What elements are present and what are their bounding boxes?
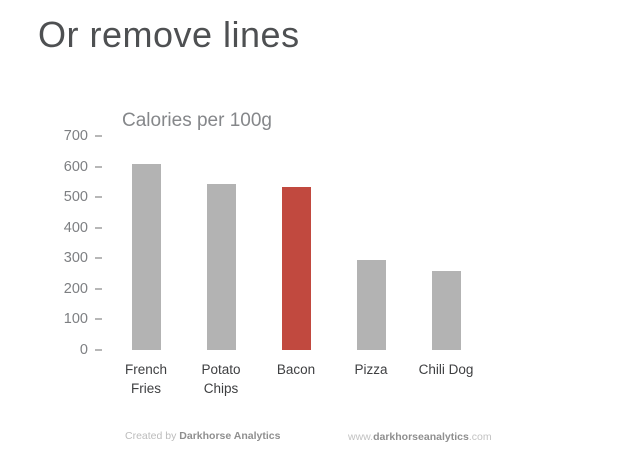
y-axis-tick-label: 500 — [63, 189, 88, 206]
y-axis-tick-mark — [95, 349, 102, 351]
y-axis-tick-label: 400 — [63, 219, 88, 236]
y-axis-tick-mark — [95, 135, 102, 137]
footer-credit-prefix: Created by — [125, 430, 180, 442]
bar-french-fries — [131, 164, 161, 350]
y-axis-tick-mark — [95, 226, 102, 229]
footer-credit-name: Darkhorse Analytics — [179, 430, 281, 442]
footer-url-suffix: .com — [468, 431, 492, 443]
y-axis-tick-mark — [95, 318, 102, 321]
y-axis-tick-label: 700 — [63, 128, 88, 144]
x-axis-category-label: Potato Chips — [201, 362, 241, 396]
x-axis-category-label: French Fries — [124, 362, 168, 396]
x-axis-category-label: Bacon — [276, 362, 316, 377]
y-axis-tick-label: 300 — [63, 250, 88, 267]
y-axis-tick-label: 100 — [63, 311, 88, 328]
footer-credit: Created by Darkhorse Analytics — [125, 430, 280, 442]
y-axis-tick-label: 0 — [79, 342, 88, 358]
y-axis-tick-mark — [95, 165, 102, 168]
bar-bacon — [281, 187, 311, 350]
bar-potato-chips — [206, 184, 236, 350]
bar-pizza — [356, 260, 386, 350]
chart-title: Calories per 100g — [122, 110, 272, 131]
footer-url-name: darkhorseanalytics — [373, 431, 469, 443]
x-axis-category-label: Pizza — [354, 362, 388, 377]
y-axis-tick-label: 600 — [63, 158, 88, 175]
x-axis-category-label: Chili Dog — [418, 362, 474, 377]
bar-chili-dog — [431, 271, 461, 350]
y-axis-tick-mark — [95, 287, 102, 290]
y-axis-tick-mark — [95, 196, 102, 199]
y-axis-tick-mark — [95, 257, 102, 260]
footer-url: www.darkhorseanalytics.com — [348, 431, 492, 443]
y-axis-tick-label: 200 — [63, 280, 88, 297]
footer-url-prefix: www. — [348, 431, 374, 443]
page-title: Or remove lines — [38, 14, 300, 55]
